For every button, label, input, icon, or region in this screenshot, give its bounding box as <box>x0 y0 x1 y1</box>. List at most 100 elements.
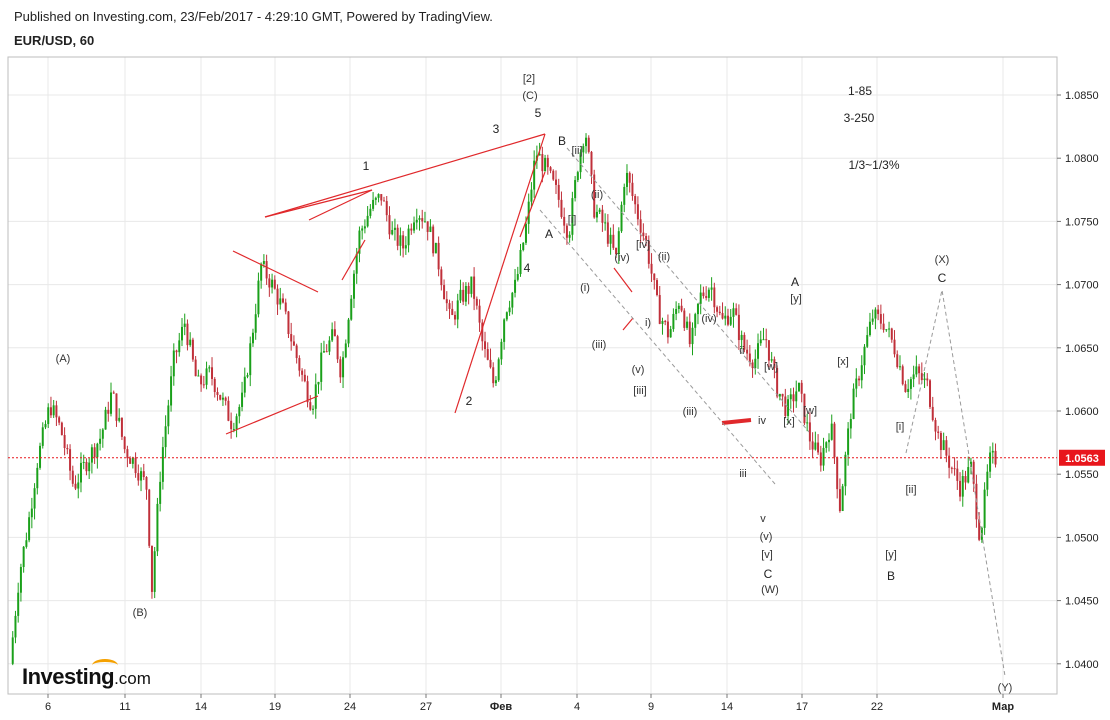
candle-body <box>484 341 487 350</box>
candle-body <box>448 303 451 309</box>
candle-body <box>716 307 719 312</box>
candle-body <box>320 352 323 382</box>
candle-body <box>232 428 235 430</box>
candle-body <box>93 447 96 458</box>
candle-body <box>306 381 309 403</box>
candle-body <box>85 461 88 472</box>
candle-body <box>148 489 151 546</box>
candle-body <box>508 307 511 313</box>
candle-body <box>216 392 219 395</box>
candle-body <box>628 172 631 183</box>
candle-body <box>257 280 260 315</box>
candle-body <box>413 222 416 231</box>
price-tick-label: 1.0650 <box>1065 343 1099 355</box>
candle-body <box>14 615 17 638</box>
candle-body <box>180 326 183 341</box>
last-price-badge <box>1059 449 1105 466</box>
candle-body <box>882 323 885 330</box>
candle-body <box>778 393 781 397</box>
candle-body <box>230 420 233 430</box>
candle-body <box>918 366 921 374</box>
candle-body <box>538 154 541 156</box>
candle-body <box>533 160 536 190</box>
candle-body <box>358 230 361 254</box>
candle-body <box>972 461 975 484</box>
candle-body <box>803 393 806 424</box>
candle-body <box>344 343 347 358</box>
candle-body <box>421 218 424 222</box>
candle-body <box>519 249 522 275</box>
candle-body <box>901 366 904 385</box>
published-caption: Published on Investing.com, 23/Feb/2017 … <box>14 9 493 24</box>
candle-body <box>19 567 22 593</box>
candle-body <box>194 359 197 377</box>
candle-body <box>167 405 170 427</box>
wave-label-ii_p1: (ii) <box>591 189 603 201</box>
candle-body <box>279 298 282 305</box>
candle-body <box>71 470 74 484</box>
candle-body <box>645 235 648 242</box>
candle-body <box>784 396 787 416</box>
trend-line <box>308 189 373 221</box>
trend-line <box>622 317 634 331</box>
candle-body <box>96 443 99 458</box>
candle-body <box>112 392 115 394</box>
candle-body <box>604 222 607 224</box>
price-tick-label: 1.0500 <box>1065 532 1099 544</box>
candle-body <box>372 199 375 209</box>
wave-label-iii_p1: (iii) <box>592 339 607 351</box>
candle-body <box>58 417 61 423</box>
candle-body <box>246 375 249 377</box>
candle-body <box>325 351 328 353</box>
candle-body <box>52 405 55 416</box>
candle-body <box>609 234 612 244</box>
candle-body <box>131 457 134 464</box>
wave-label-top2: [2] <box>523 73 535 85</box>
candle-body <box>623 186 626 205</box>
candle-body <box>530 189 533 202</box>
candle-body <box>456 300 459 320</box>
candle-body <box>82 461 85 463</box>
candle-body <box>303 374 306 382</box>
candle-body <box>822 447 825 466</box>
wave-label-iv_p2: (iv) <box>701 313 716 325</box>
candle-body <box>55 405 58 418</box>
candle-body <box>656 280 659 296</box>
candle-body <box>137 473 140 481</box>
candle-body <box>221 397 224 400</box>
candle-body <box>481 322 484 342</box>
candle-body <box>964 476 967 483</box>
price-tick-label: 1.0550 <box>1065 469 1099 481</box>
wave-annotations: (A) (B) 1 2 3 4 5 [2] (C) B A [ii] [i] (ii) [iv] (iv) (i… <box>56 73 1013 694</box>
time-tick-label: 9 <box>648 701 654 713</box>
candle-body <box>909 379 912 389</box>
candle-body <box>186 323 189 346</box>
candle-body <box>213 378 216 393</box>
last-price-label: 1.0563 <box>1065 453 1099 465</box>
candle-body <box>726 315 729 325</box>
candle-body <box>333 329 336 337</box>
candle-body <box>601 209 604 223</box>
candle-body <box>410 228 413 231</box>
candle-body <box>956 468 959 481</box>
candlestick-series <box>11 133 997 666</box>
candle-body <box>945 440 948 456</box>
price-tick-label: 1.0600 <box>1065 406 1099 418</box>
candle-body <box>69 449 72 471</box>
candle-body <box>511 292 514 308</box>
wave-label-w1: 1 <box>363 159 370 173</box>
candle-body <box>380 194 383 201</box>
candle-body <box>260 263 263 281</box>
candle-body <box>110 392 113 414</box>
candle-body <box>776 367 779 397</box>
time-tick-label: 4 <box>574 701 580 713</box>
candle-body <box>211 367 214 379</box>
candle-body <box>249 343 252 376</box>
candle-body <box>407 228 410 246</box>
candle-body <box>492 367 495 384</box>
candle-body <box>377 194 380 198</box>
candle-body <box>620 204 623 232</box>
candle-body <box>486 349 489 360</box>
candle-body <box>129 458 132 464</box>
